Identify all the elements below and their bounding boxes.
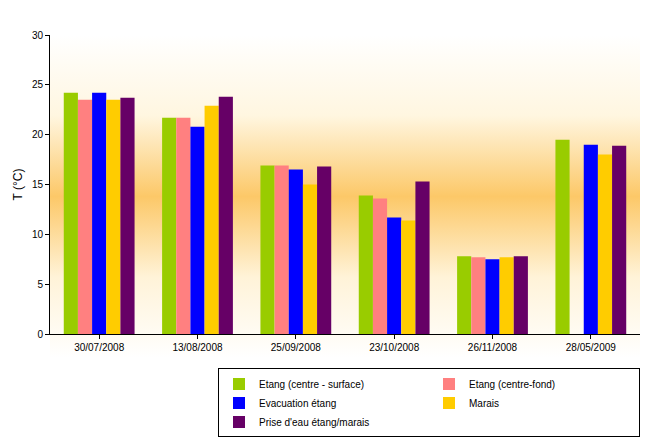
svg-text:25: 25 [32,79,44,90]
svg-text:20: 20 [32,129,44,140]
svg-text:15: 15 [32,179,44,190]
svg-text:Etang (centre - surface): Etang (centre - surface) [259,379,364,390]
svg-text:Evacuation étang: Evacuation étang [259,398,336,409]
svg-text:0: 0 [37,329,43,340]
svg-text:13/08/2008: 13/08/2008 [172,342,222,353]
svg-text:28/05/2009: 28/05/2009 [566,342,616,353]
svg-text:5: 5 [37,279,43,290]
svg-text:26/11/2008: 26/11/2008 [468,342,518,353]
svg-text:30/07/2008: 30/07/2008 [74,342,124,353]
svg-text:Prise d'eau étang/marais: Prise d'eau étang/marais [259,417,369,428]
svg-text:25/09/2008: 25/09/2008 [271,342,321,353]
svg-text:Etang (centre-fond): Etang (centre-fond) [469,379,555,390]
svg-text:10: 10 [32,229,44,240]
svg-text:T (°C): T (°C) [11,169,25,201]
svg-text:Marais: Marais [469,398,499,409]
svg-text:23/10/2008: 23/10/2008 [369,342,419,353]
svg-text:30: 30 [32,30,44,41]
